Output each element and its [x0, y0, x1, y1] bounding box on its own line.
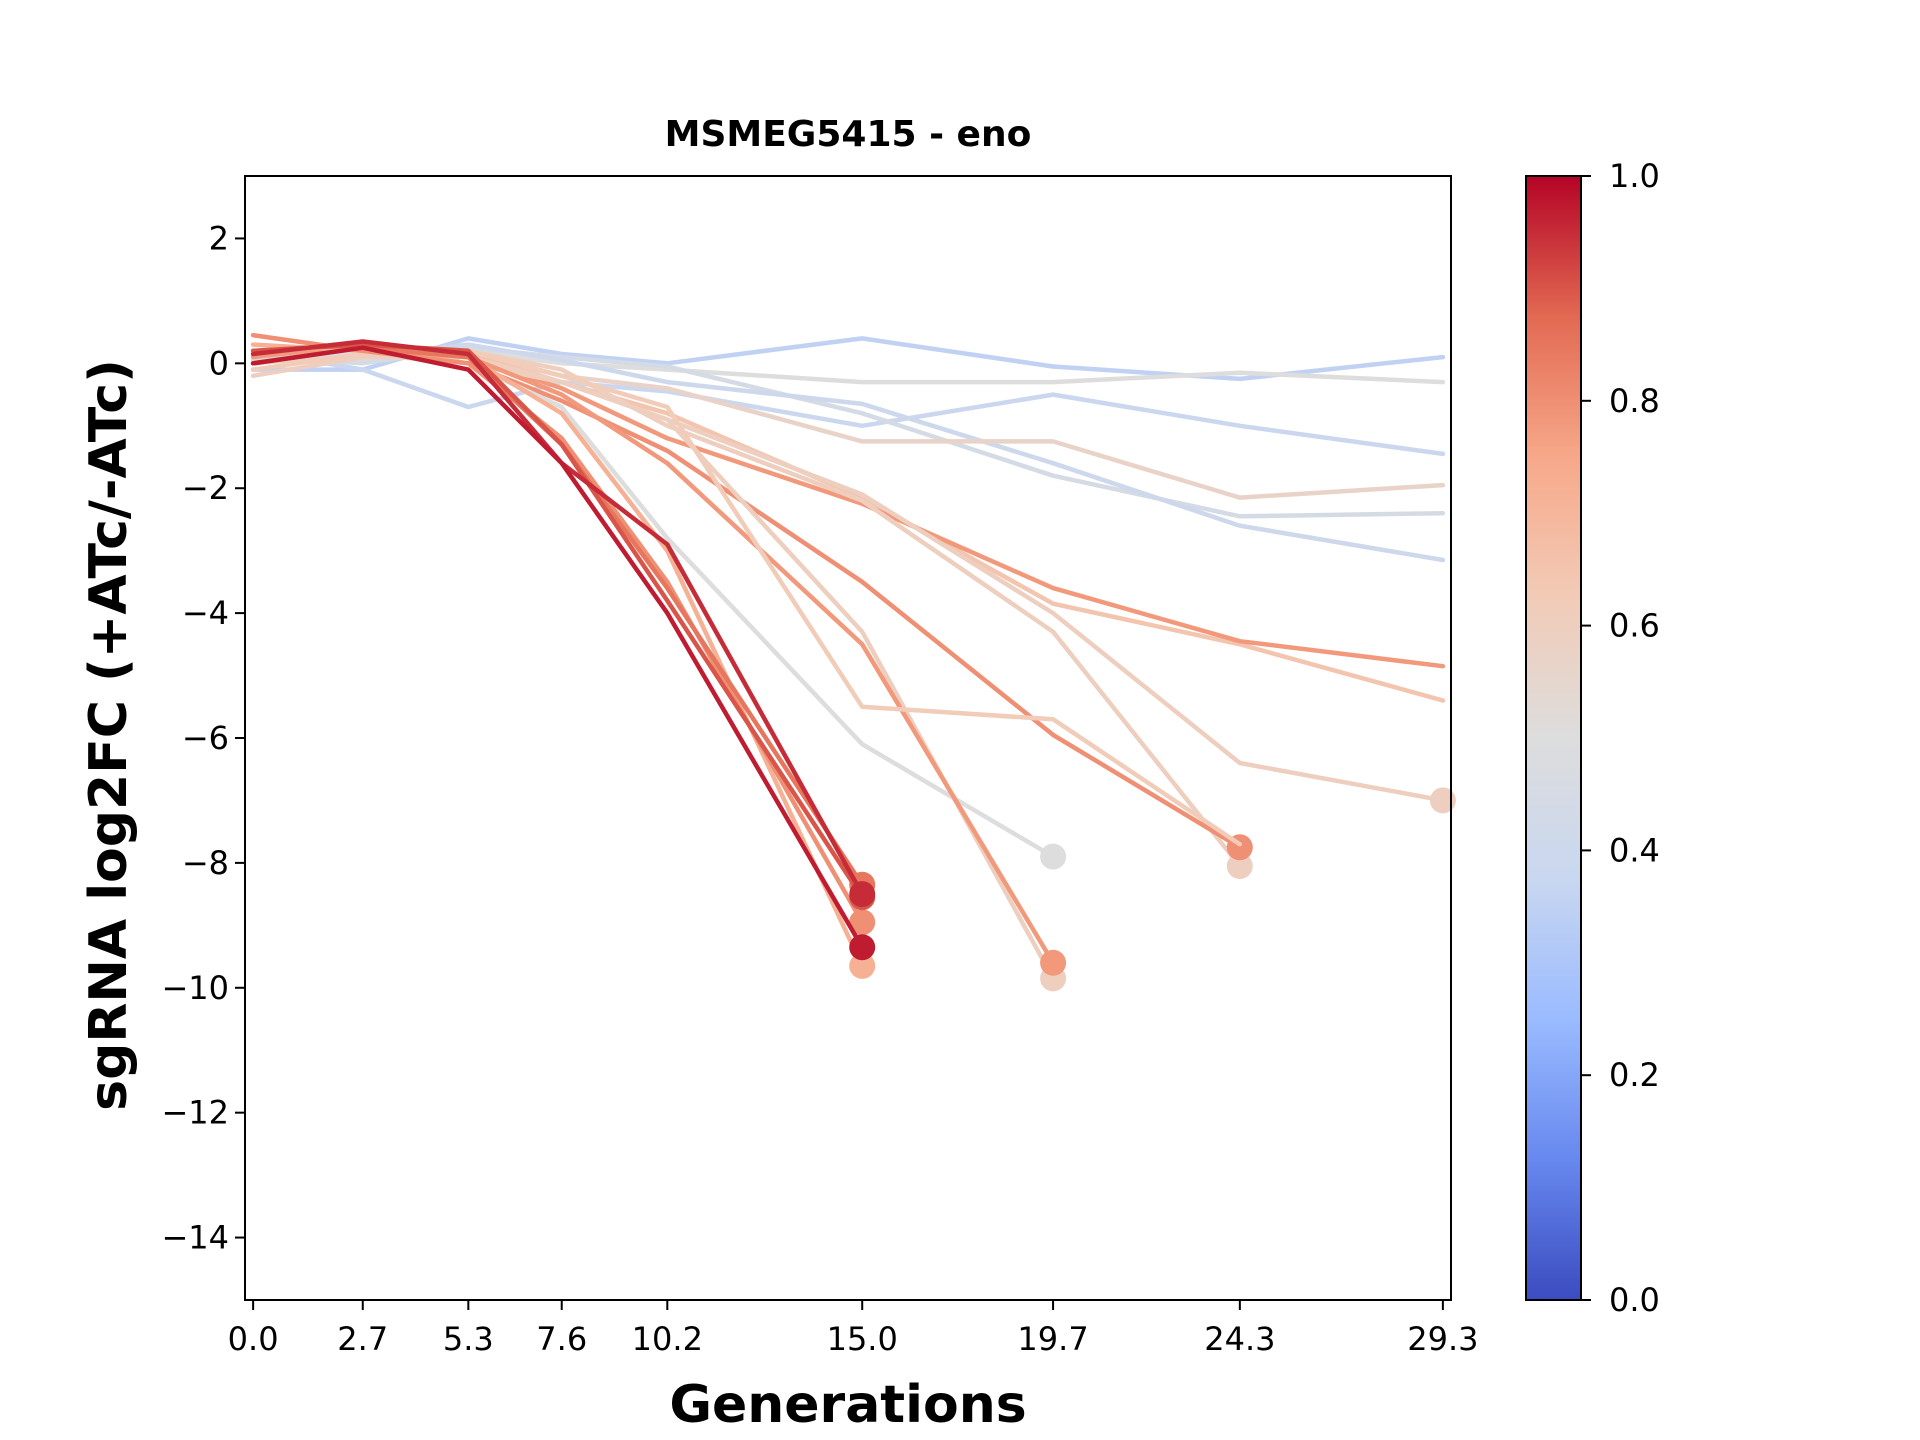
x-tick-label: 7.6: [536, 1320, 587, 1358]
colorbar-tick-label: 0.4: [1609, 831, 1660, 869]
x-tick-label: 2.7: [337, 1320, 388, 1358]
colorbar-frame: [1525, 175, 1582, 1301]
series-line-19: [250, 339, 865, 897]
colorbar-tick-label: 1.0: [1609, 157, 1660, 195]
y-axis-label: sgRNA log2FC (+ATc/-ATc): [79, 359, 139, 1111]
series-line-17: [250, 345, 865, 887]
series-line-2: [250, 348, 1446, 457]
series-line-20: [250, 345, 865, 950]
series-end-marker-19: [849, 881, 876, 908]
series-end-marker-13: [1040, 949, 1067, 976]
y-tick-label: −4: [182, 594, 229, 632]
plot-frame: [244, 175, 1452, 1301]
x-axis: 0.0 2.7 5.3 7.6 10.2 15.0 19.7 24.3 29.3: [228, 1300, 1479, 1358]
y-tick-label: −10: [161, 969, 229, 1007]
y-tick-label: −2: [182, 469, 229, 507]
y-tick-label: −6: [182, 719, 229, 757]
y-tick-label: −14: [161, 1219, 229, 1257]
plot-area: [250, 332, 1456, 992]
series-end-marker-9: [1226, 853, 1253, 879]
x-tick-label: 29.3: [1407, 1320, 1478, 1358]
x-axis-label: Generations: [669, 1375, 1026, 1435]
x-tick-label: 10.2: [632, 1320, 703, 1358]
colorbar-tick-label: 0.2: [1609, 1056, 1660, 1094]
y-tick-label: 2: [209, 219, 229, 257]
x-tick-label: 15.0: [827, 1320, 898, 1358]
colorbar-tick-label: 0.0: [1609, 1281, 1660, 1319]
series-line-12: [250, 354, 1056, 981]
chart-title: MSMEG5415 - eno: [665, 114, 1032, 155]
series-end-marker-11: [1040, 843, 1067, 870]
series-end-marker-20: [849, 934, 876, 961]
series-end-marker-15: [849, 952, 876, 979]
series-line-16: [250, 332, 865, 925]
colorbar-tick-label: 0.8: [1609, 382, 1660, 420]
y-tick-label: −12: [161, 1094, 229, 1132]
x-tick-label: 0.0: [228, 1320, 279, 1358]
colorbar-tick-label: 0.6: [1609, 607, 1660, 645]
y-tick-label: −8: [182, 844, 229, 882]
series-line-9: [250, 348, 1243, 869]
x-tick-label: 5.3: [443, 1320, 494, 1358]
colorbar-gradient: [1526, 176, 1581, 1300]
series-line-8: [250, 351, 1446, 803]
y-axis: 2 0 −2 −4 −6 −8 −10 −12 −14: [161, 219, 245, 1257]
series-end-marker-16: [849, 909, 876, 936]
y-tick-label: 0: [209, 344, 229, 382]
series-end-marker-8: [1429, 787, 1456, 814]
colorbar: 0.0 0.2 0.4 0.6 0.8 1.0: [1525, 157, 1660, 1319]
series-line-18: [250, 342, 865, 900]
x-tick-label: 19.7: [1017, 1320, 1088, 1358]
x-tick-label: 24.3: [1204, 1320, 1275, 1358]
